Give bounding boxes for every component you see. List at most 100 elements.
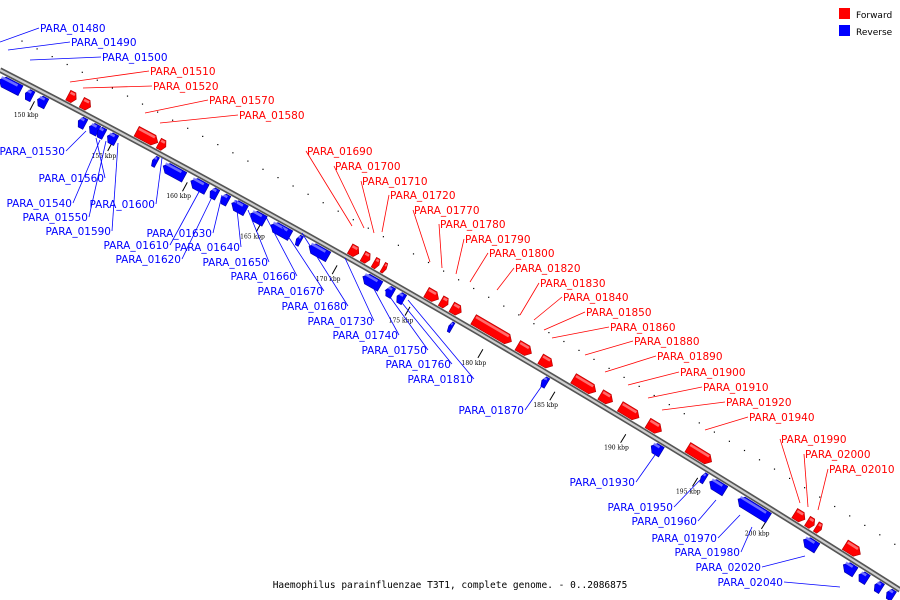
leader-line — [543, 311, 586, 331]
genome-caption: Haemophilus parainfluenzae T3T1, complet… — [273, 580, 628, 591]
position-dot — [698, 422, 700, 424]
leader-line — [65, 130, 87, 152]
legend-swatch-reverse — [839, 25, 850, 36]
gene-label: PARA_01910 — [647, 382, 769, 399]
gene-label: PARA_01630 — [146, 194, 223, 240]
gene-label: PARA_01930 — [569, 454, 656, 489]
gene-name: PARA_01490 — [71, 37, 137, 49]
gene-label: PARA_01880 — [584, 336, 700, 356]
gene-name: PARA_01660 — [230, 271, 296, 283]
leader-line — [717, 514, 741, 539]
gene-name: PARA_01950 — [607, 502, 673, 514]
gene-label: PARA_01720 — [381, 190, 456, 233]
reverse-gene — [0, 76, 24, 96]
leader-line — [155, 157, 163, 205]
gene-name: PARA_01980 — [674, 547, 740, 559]
gene-label: PARA_01520 — [82, 81, 219, 93]
legend-label-reverse: Reverse — [856, 28, 893, 38]
gene-name: PARA_01760 — [385, 359, 451, 371]
position-dot — [217, 144, 219, 146]
leader-line — [604, 355, 657, 373]
forward-gene — [570, 373, 597, 395]
gene-labels: PARA_01510 PARA_01520 PARA_01570 PARA_01580… — [0, 23, 895, 589]
gene-label: PARA_01940 — [704, 412, 815, 431]
position-dot — [458, 279, 460, 281]
leader-line — [740, 526, 753, 553]
gene-label: PARA_01980 — [674, 526, 753, 559]
gene-label: PARA_01580 — [159, 110, 305, 124]
position-dot — [593, 358, 595, 360]
forward-gene — [359, 250, 371, 264]
leader-line — [584, 340, 634, 356]
position-dot — [96, 79, 98, 81]
leader-line — [551, 326, 610, 339]
gene-name: PARA_01560 — [38, 173, 104, 185]
leader-line — [212, 194, 223, 234]
leader-line — [761, 555, 806, 568]
forward-gene — [155, 137, 167, 151]
gene-label: PARA_01740 — [332, 277, 400, 342]
leader-line — [0, 27, 40, 43]
gene-label: PARA_01810 — [407, 299, 475, 386]
position-dot — [743, 449, 746, 452]
forward-gene — [65, 89, 77, 104]
leader-line — [697, 499, 717, 522]
reverse-gene — [25, 89, 36, 103]
reverse-gene — [650, 442, 665, 458]
position-dot — [473, 287, 475, 290]
gene-label: PARA_02000 — [803, 449, 871, 508]
gene-name: PARA_01860 — [610, 322, 676, 334]
leader-line — [69, 70, 150, 83]
scale-tick-label: 185 kbp — [533, 402, 558, 409]
reverse-gene — [107, 132, 120, 147]
position-dot — [66, 63, 68, 66]
forward-gene — [791, 508, 806, 523]
gene-name: PARA_02010 — [829, 464, 895, 476]
position-dot — [443, 270, 445, 272]
reverse-gene — [709, 478, 729, 497]
position-dot — [864, 524, 866, 526]
gene-name: PARA_01650 — [202, 257, 268, 269]
reverse-gene — [151, 155, 160, 168]
gene-name: PARA_01620 — [115, 254, 181, 266]
gene-name: PARA_01960 — [631, 516, 697, 528]
forward-gene — [346, 243, 360, 257]
position-dot — [563, 340, 565, 343]
position-dot — [352, 219, 354, 221]
gene-label: PARA_01960 — [631, 499, 717, 528]
gene-label: PARA_02020 — [695, 555, 806, 574]
reverse-gene — [737, 495, 772, 524]
forward-gene — [597, 389, 613, 405]
reverse-gene — [858, 571, 871, 586]
leader-line — [455, 238, 465, 275]
gene-name: PARA_01580 — [239, 110, 305, 122]
position-dot — [653, 394, 655, 397]
legend: Forward Reverse — [839, 8, 893, 38]
position-dot — [232, 152, 234, 154]
position-dot — [382, 236, 384, 238]
gene-label: PARA_01640 — [174, 199, 242, 254]
gene-label: PARA_01540 — [6, 139, 101, 210]
leader-line — [360, 180, 375, 234]
gene-label: PARA_01530 — [0, 130, 87, 158]
forward-gene — [379, 261, 389, 274]
leader-line — [635, 454, 656, 483]
leader-line — [144, 99, 209, 114]
reverse-gene — [220, 193, 232, 207]
scale-tick-label: 170 kbp — [316, 276, 341, 283]
position-dot — [172, 119, 174, 121]
gene-name: PARA_01780 — [440, 219, 506, 231]
gene-name: PARA_01690 — [307, 146, 373, 158]
leader-line — [779, 438, 801, 504]
scale-tick-mark — [692, 477, 699, 487]
reverse-gene — [190, 177, 210, 195]
gene-name: PARA_01970 — [651, 533, 717, 545]
gene-label: PARA_01950 — [607, 479, 701, 514]
gene-name: PARA_01600 — [89, 199, 155, 211]
leader-line — [265, 216, 298, 277]
leader-line — [783, 581, 841, 588]
position-dot — [773, 468, 776, 470]
position-dot — [819, 496, 821, 498]
reverse-gene — [540, 376, 551, 389]
gene-label: PARA_01850 — [543, 307, 652, 331]
